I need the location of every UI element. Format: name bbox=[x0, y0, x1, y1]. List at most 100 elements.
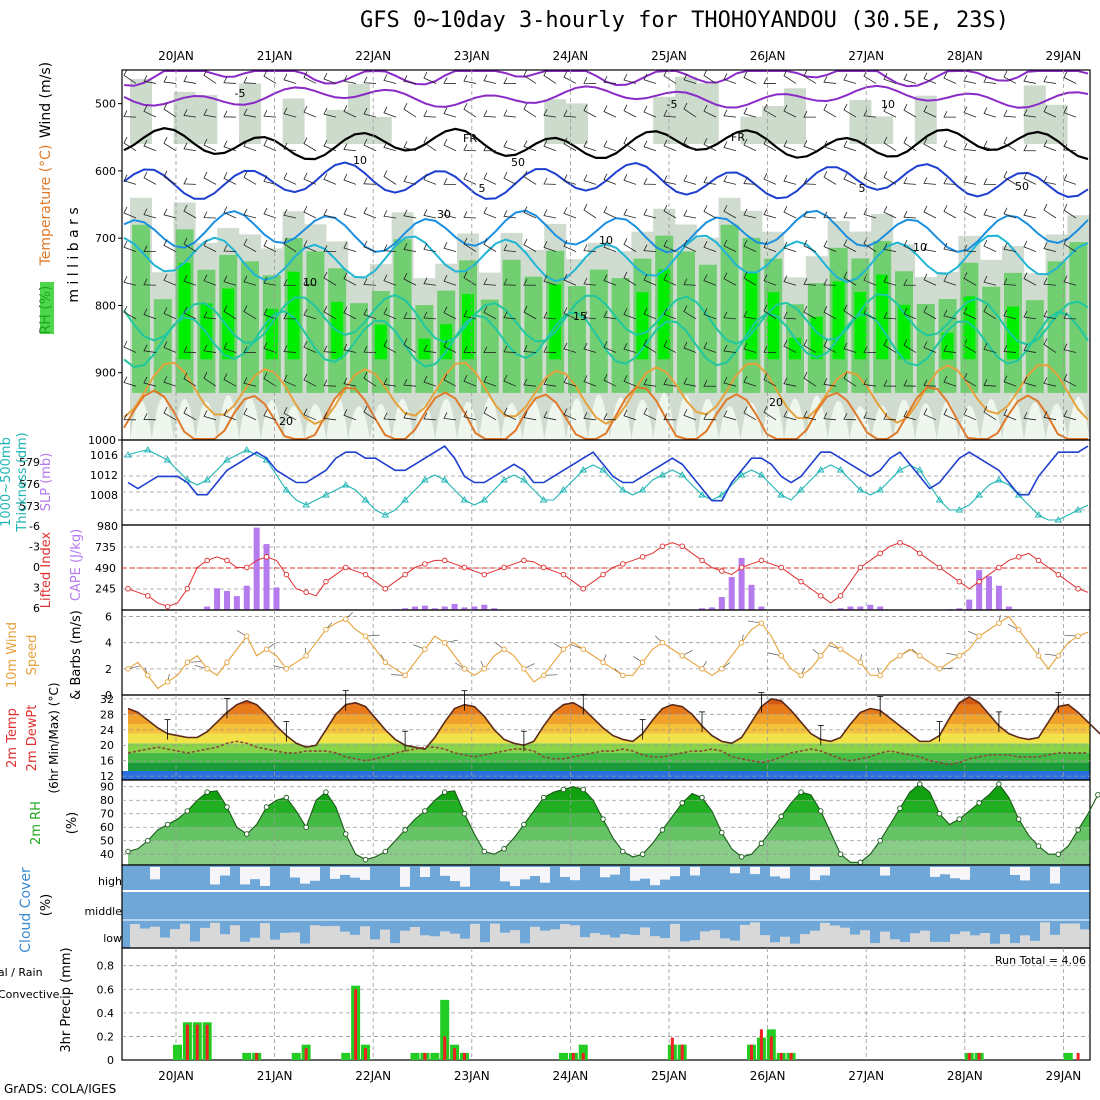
wind-barb bbox=[503, 140, 517, 152]
high-cloud bbox=[330, 867, 340, 879]
precip-convective-bar bbox=[581, 1052, 585, 1060]
wind10m-tick-label: 0 bbox=[105, 689, 112, 702]
wind10m-series-point bbox=[501, 646, 507, 652]
wind-barb bbox=[1023, 144, 1037, 152]
wind10m-series-point bbox=[956, 653, 963, 659]
precip-total-bar bbox=[242, 1052, 252, 1060]
wind-barb bbox=[803, 69, 817, 84]
wind-barb bbox=[783, 69, 797, 84]
thickness-series-point bbox=[460, 496, 469, 503]
low-cloud bbox=[570, 925, 580, 948]
wind-barb bbox=[1023, 74, 1037, 84]
wind-barb bbox=[443, 275, 457, 286]
cape-bar bbox=[847, 606, 854, 610]
cloud-row-label: middle bbox=[84, 905, 122, 918]
wind-barb bbox=[163, 137, 177, 152]
li-series-point bbox=[976, 578, 982, 585]
wind-barb bbox=[723, 73, 737, 84]
wind-barb bbox=[1003, 408, 1017, 421]
rh2m-tick-label: 90 bbox=[100, 781, 114, 794]
wind-barb bbox=[343, 409, 357, 421]
cape-bar bbox=[738, 557, 745, 610]
thickness-series-point bbox=[223, 456, 231, 463]
low-cloud bbox=[980, 933, 990, 948]
low-cloud bbox=[370, 939, 380, 948]
rh2m-series-point bbox=[224, 804, 230, 810]
wind-barb bbox=[1023, 172, 1037, 185]
wind-barb bbox=[543, 69, 557, 84]
li-series-point bbox=[382, 586, 389, 592]
wind-barb bbox=[803, 177, 817, 185]
rh-band bbox=[914, 95, 937, 144]
wind-barb bbox=[843, 271, 857, 286]
wind-barb bbox=[143, 171, 157, 185]
wind-barb bbox=[1043, 411, 1057, 421]
wind10m-series-point bbox=[738, 639, 745, 646]
low-cloud bbox=[940, 941, 950, 948]
wind-barb bbox=[683, 377, 697, 387]
wind-barb bbox=[223, 206, 237, 219]
wind-barb bbox=[143, 308, 157, 320]
wind-barb bbox=[643, 208, 657, 219]
wind-barb bbox=[983, 75, 997, 84]
low-cloud bbox=[630, 934, 640, 948]
wind-barb bbox=[343, 173, 357, 185]
low-cloud bbox=[830, 925, 840, 948]
rh2m-unit: (%) bbox=[65, 812, 80, 835]
wind-barb bbox=[783, 339, 797, 353]
rh2m-series-point bbox=[540, 794, 547, 801]
thickness-series-point bbox=[124, 451, 132, 458]
wind-barb bbox=[963, 244, 977, 253]
date-label-top: 22JAN bbox=[355, 49, 391, 63]
wind-barb bbox=[1063, 237, 1077, 252]
rh-band bbox=[239, 397, 261, 440]
rh2m-series-point bbox=[422, 808, 428, 814]
high-cloud bbox=[360, 867, 370, 880]
low-cloud bbox=[550, 929, 560, 948]
wind-barb bbox=[723, 376, 737, 387]
wind-barb bbox=[483, 278, 497, 286]
wind-barb bbox=[883, 136, 897, 152]
precip-label-3: 3hr Precip (mm) bbox=[59, 947, 74, 1052]
wind-barb bbox=[803, 110, 817, 118]
wind-barb bbox=[163, 376, 177, 387]
rh2m-series-point bbox=[778, 813, 784, 820]
high-cloud bbox=[690, 867, 700, 876]
wind-barb bbox=[883, 105, 897, 118]
li-tick-label: 0 bbox=[33, 561, 40, 574]
rh2m-series-point bbox=[620, 848, 626, 855]
low-cloud bbox=[310, 925, 320, 948]
wind-barb bbox=[923, 379, 937, 387]
li-series bbox=[127, 542, 1089, 607]
low-cloud bbox=[1070, 923, 1080, 948]
li-series-point bbox=[877, 550, 883, 557]
wind-barb bbox=[163, 406, 177, 421]
wind-barb bbox=[563, 174, 577, 185]
isotherm-line bbox=[123, 84, 1089, 109]
date-label-bottom: 28JAN bbox=[947, 1069, 983, 1083]
wind-barb bbox=[523, 140, 537, 152]
wind-barb bbox=[123, 241, 137, 253]
isotherm-label: FR bbox=[463, 132, 477, 145]
cape-bar bbox=[204, 606, 211, 610]
rh2m-series-point bbox=[560, 786, 567, 793]
low-cloud bbox=[330, 925, 340, 948]
low-cloud bbox=[510, 930, 520, 948]
wind-barb bbox=[603, 413, 617, 421]
wind10m-series-point bbox=[362, 633, 369, 639]
rh-shading bbox=[130, 76, 1090, 440]
rh-band bbox=[282, 405, 305, 440]
cape-bar bbox=[699, 608, 706, 610]
temp-tick-label: 16 bbox=[100, 755, 114, 768]
rh2m-series-point bbox=[1055, 851, 1062, 857]
rh2m-series-point bbox=[837, 851, 844, 857]
low-cloud bbox=[1040, 922, 1050, 948]
wind10m-series-point bbox=[441, 639, 448, 646]
wind-barbs bbox=[123, 69, 1077, 421]
wind-barb bbox=[603, 341, 617, 353]
wind10m-series-point bbox=[521, 666, 527, 672]
wind10m-series-point bbox=[244, 633, 250, 639]
rh-band bbox=[304, 403, 327, 440]
precip-convective-legend: Convective bbox=[0, 988, 60, 1001]
